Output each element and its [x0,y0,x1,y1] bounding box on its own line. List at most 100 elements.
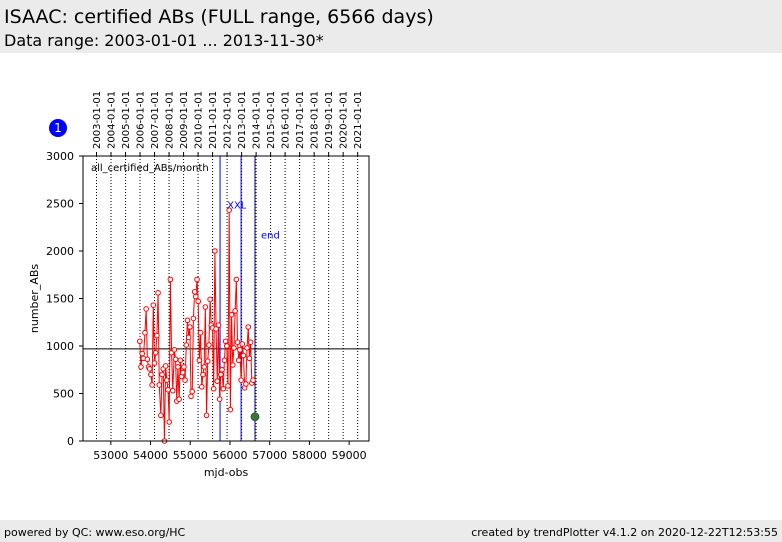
top-axis-tick-label: 2016-01-01 [281,91,292,149]
y-axis-label: number_ABs [28,264,41,334]
x-axis-tick-label: 58000 [292,449,327,462]
data-point [179,369,186,376]
x-axis-tick-label: 59000 [332,449,367,462]
y-axis-tick-label: 500 [53,388,74,401]
data-point [176,396,182,403]
data-point [162,363,169,369]
top-axis-tick-label: 2014-01-01 [252,91,263,149]
y-axis-tick-label: 1000 [46,340,74,353]
data-point [245,324,252,330]
footer-created-by: created by trendPlotter v4.1.2 on 2020-1… [471,526,778,539]
top-axis-tick-label: 2018-01-01 [310,91,321,149]
data-point [175,364,181,370]
data-point [200,371,206,378]
footer-powered-by: powered by QC: www.eso.org/HC [4,526,186,539]
data-point [164,377,170,384]
data-point [243,381,249,387]
data-point [155,290,161,296]
top-axis-tick-label: 2012-01-01 [223,91,234,149]
data-point [231,345,237,351]
x-axis-tick-label: 55000 [173,449,208,462]
plot-frame [82,155,370,442]
data-point [238,377,244,384]
data-point [177,357,184,364]
data-point [229,362,236,368]
data-point [206,342,212,348]
top-axis-tick-label: 2015-01-01 [266,91,277,149]
data-point [212,248,218,254]
data-point [142,329,148,336]
data-point [165,386,171,393]
data-point [137,338,143,345]
data-point [219,366,225,373]
data-point [193,293,199,300]
data-point [191,289,198,295]
data-point [203,412,210,419]
plot-area: 2003-01-01 2004-01-01 2005-01-01 2006-01-01… [28,91,370,479]
data-point [202,304,209,310]
data-point [182,377,188,384]
data-point [148,371,154,378]
data-point [150,302,157,308]
data-point [214,378,221,384]
top-axis-tick-label: 2020-01-01 [339,91,350,149]
y-axis-tick-label: 0 [67,435,74,448]
data-point [240,352,247,359]
x-axis-tick-label: 54000 [133,449,168,462]
data-point [187,324,193,330]
top-axis-tick-label: 2003-01-01 [92,91,103,149]
data-point [216,396,223,403]
badge-circle[interactable] [49,119,67,137]
x-axis-tick-label: 56000 [212,449,247,462]
data-point [225,383,231,389]
data-point [156,382,163,388]
top-axis-tick-label: 2008-01-01 [165,91,176,149]
data-point [190,315,197,322]
data-point [149,382,155,388]
event-label: XXL [227,200,247,211]
top-axis-tick-label: 2006-01-01 [136,91,147,149]
data-point [167,276,174,283]
top-axis-tick-label: 2017-01-01 [295,91,306,149]
data-point [223,343,230,349]
data-point [195,298,201,305]
data-point [220,385,227,392]
top-axis-tick-label: 2013-01-01 [237,91,248,149]
data-point [198,384,205,390]
trend-chart: 1 2003-01-01 2004-01-01 2005-01-01 2006-01-… [28,91,370,479]
data-point [159,371,165,378]
data-point [222,338,229,345]
data-point [172,356,179,363]
footer: powered by QC: www.eso.org/HC created by… [0,520,782,542]
y-axis-tick-label: 3000 [46,150,74,163]
top-axis-tick-label: 2009-01-01 [179,91,190,149]
data-point [197,329,204,336]
data-point [139,350,145,357]
data-point [171,347,178,353]
data-point [143,306,149,312]
top-axis-tick-label: 2004-01-01 [107,91,118,149]
badge-marker[interactable]: 1 [49,119,67,137]
data-point [233,276,240,283]
data-point [218,371,224,378]
data-point [183,342,190,348]
data-point [144,356,151,363]
y-axis-tick-label: 2500 [46,198,74,211]
data-point [196,357,203,364]
data-point [158,412,164,419]
x-axis-tick-label: 57000 [252,449,287,462]
data-point [232,308,238,314]
data-range-subtitle: Data range: 2003-01-01 ... 2013-11-30* [4,31,324,50]
data-point [204,358,211,365]
data-point [234,339,241,346]
badge-label: 1 [54,121,62,135]
data-point [244,345,250,351]
data-point [201,364,207,370]
series-label: all_certified_ABs/month [91,163,209,174]
data-point [185,334,192,341]
data-point [246,355,253,362]
top-axis-tick-label: 2005-01-01 [121,91,132,149]
data-point [210,385,217,392]
data-point [166,419,172,425]
data-point [194,276,200,283]
